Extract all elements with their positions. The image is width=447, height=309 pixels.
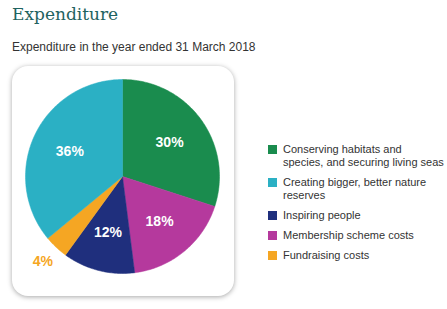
svg-text:36%: 36% [56, 143, 85, 159]
svg-text:12%: 12% [94, 224, 123, 240]
svg-text:18%: 18% [146, 213, 175, 229]
html-text:Expenditure: Expenditure [12, 4, 119, 24]
html-text:Fundraising costs: Fundraising costs [283, 249, 370, 261]
html-text:Membership scheme costs: Membership scheme costs [283, 229, 414, 241]
html-text:Inspiring people: Inspiring people [283, 209, 361, 221]
svg-text:4%: 4% [33, 253, 54, 269]
html-text:Creating bigger, better nature: Creating bigger, better nature reserves [283, 176, 427, 201]
html-text:Conserving habitats and specie: Conserving habitats and species, and sec… [283, 143, 444, 168]
svg-text:30%: 30% [156, 134, 185, 150]
html-text:Expenditure in the year ended: Expenditure in the year ended 31 March 2… [12, 40, 256, 54]
